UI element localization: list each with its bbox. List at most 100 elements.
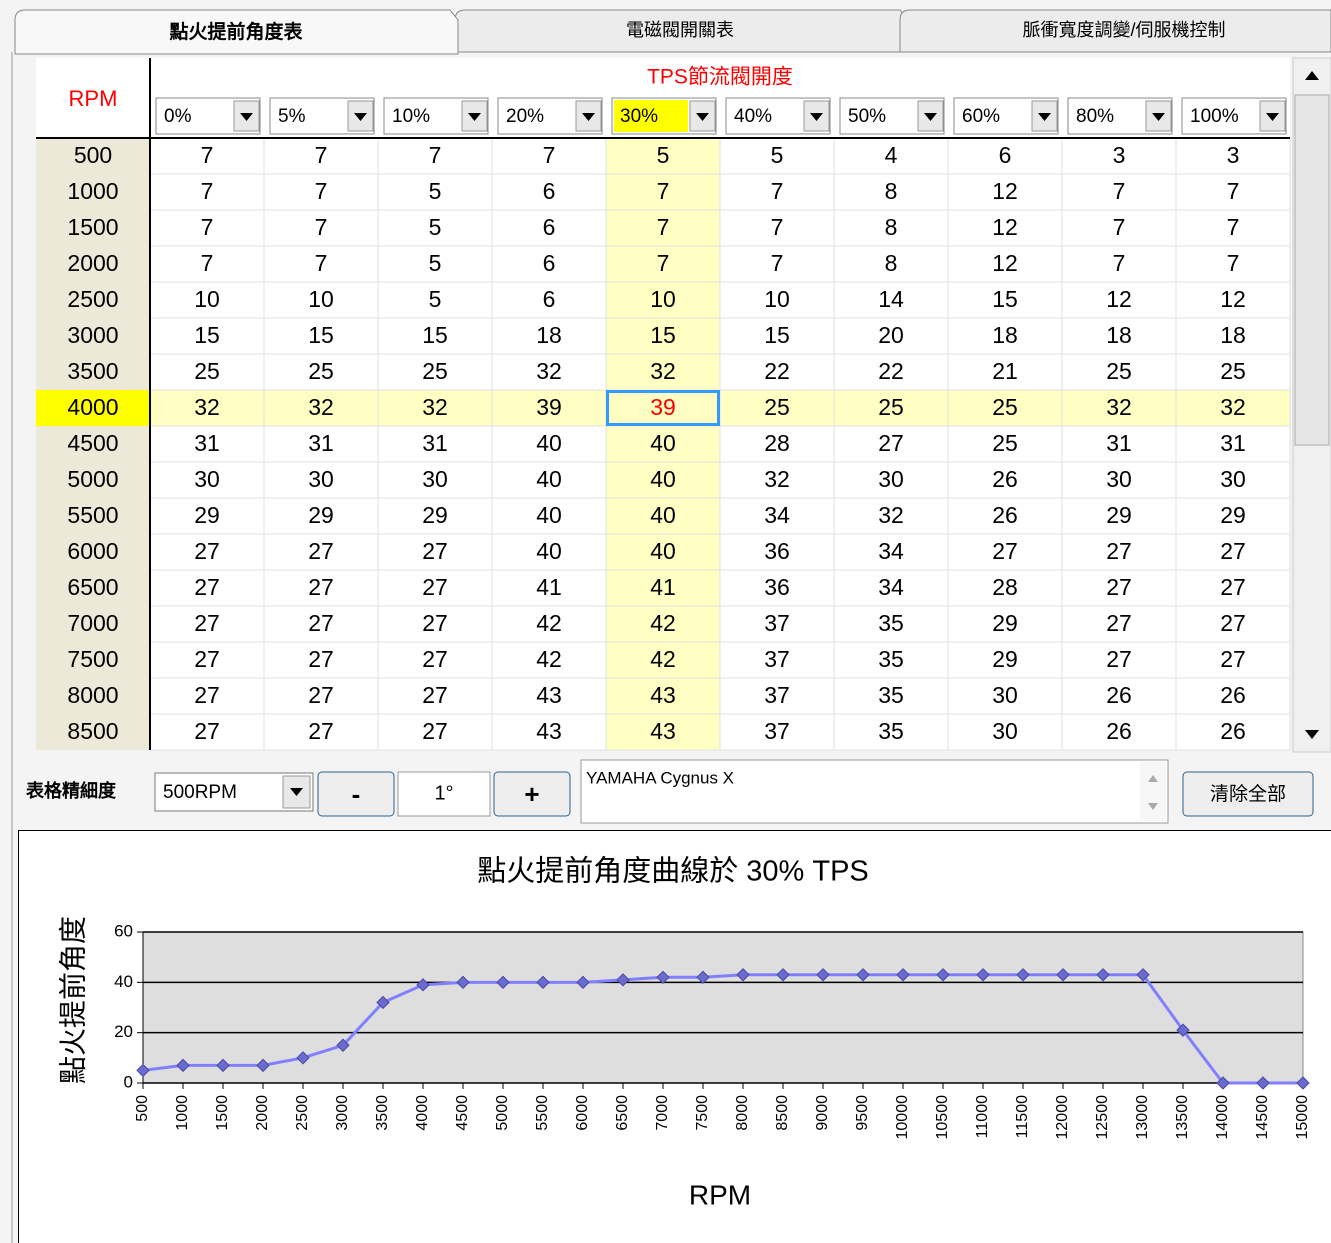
cell[interactable] <box>947 209 1063 247</box>
notes-field[interactable] <box>580 759 1169 824</box>
cell[interactable] <box>719 209 835 247</box>
cell[interactable] <box>1061 713 1177 751</box>
cell[interactable] <box>377 137 493 175</box>
cell[interactable] <box>377 173 493 211</box>
cell[interactable] <box>1175 677 1291 715</box>
cell[interactable] <box>833 533 949 571</box>
step-field[interactable] <box>397 771 491 817</box>
cell[interactable] <box>491 173 607 211</box>
cell[interactable] <box>1061 569 1177 607</box>
cell[interactable] <box>947 605 1063 643</box>
tab[interactable] <box>899 9 1331 53</box>
cell[interactable] <box>605 713 721 751</box>
cell[interactable] <box>1061 245 1177 283</box>
cell[interactable] <box>719 605 835 643</box>
cell[interactable] <box>1061 317 1177 355</box>
cell[interactable] <box>263 173 379 211</box>
cell[interactable] <box>377 533 493 571</box>
cell[interactable] <box>719 353 835 391</box>
notes-scroll[interactable] <box>1140 762 1166 821</box>
cell[interactable] <box>491 641 607 679</box>
cell[interactable] <box>1175 533 1291 571</box>
cell[interactable] <box>947 353 1063 391</box>
cell[interactable] <box>1061 353 1177 391</box>
cell[interactable] <box>149 281 265 319</box>
cell[interactable] <box>1061 497 1177 535</box>
cell[interactable] <box>263 137 379 175</box>
cell[interactable] <box>1061 137 1177 175</box>
cell[interactable] <box>377 425 493 463</box>
cell[interactable] <box>263 641 379 679</box>
dropdown-button[interactable] <box>689 100 716 132</box>
cell[interactable] <box>1175 317 1291 355</box>
cell[interactable] <box>377 389 493 427</box>
cell[interactable] <box>833 281 949 319</box>
cell[interactable] <box>149 461 265 499</box>
cell[interactable] <box>719 245 835 283</box>
cell[interactable] <box>947 569 1063 607</box>
cell[interactable] <box>947 533 1063 571</box>
cell[interactable] <box>263 425 379 463</box>
cell[interactable] <box>1175 173 1291 211</box>
cell[interactable] <box>377 245 493 283</box>
cell[interactable] <box>263 713 379 751</box>
cell[interactable] <box>377 209 493 247</box>
cell[interactable] <box>605 317 721 355</box>
cell[interactable] <box>1175 713 1291 751</box>
cell[interactable] <box>1175 245 1291 283</box>
cell[interactable] <box>947 389 1063 427</box>
cell[interactable] <box>719 569 835 607</box>
cell[interactable] <box>263 569 379 607</box>
cell[interactable] <box>833 425 949 463</box>
tab-active[interactable] <box>14 9 459 55</box>
cell[interactable] <box>491 425 607 463</box>
cell[interactable] <box>263 317 379 355</box>
cell[interactable] <box>947 137 1063 175</box>
cell[interactable] <box>1175 641 1291 679</box>
cell[interactable] <box>263 389 379 427</box>
cell[interactable] <box>605 605 721 643</box>
scroll-thumb[interactable] <box>1294 94 1330 446</box>
scroll-down[interactable] <box>1148 803 1158 810</box>
cell[interactable] <box>149 389 265 427</box>
cell[interactable] <box>719 461 835 499</box>
cell[interactable] <box>1175 209 1291 247</box>
cell[interactable] <box>377 605 493 643</box>
cell[interactable] <box>491 209 607 247</box>
cell[interactable] <box>491 533 607 571</box>
cell[interactable] <box>377 461 493 499</box>
cell[interactable] <box>149 497 265 535</box>
cell[interactable] <box>1061 425 1177 463</box>
cell[interactable] <box>377 713 493 751</box>
cell[interactable] <box>719 533 835 571</box>
cell[interactable] <box>833 605 949 643</box>
cell[interactable] <box>491 569 607 607</box>
cell[interactable] <box>149 641 265 679</box>
cell[interactable] <box>149 137 265 175</box>
cell[interactable] <box>833 461 949 499</box>
cell[interactable] <box>1175 461 1291 499</box>
cell[interactable] <box>947 497 1063 535</box>
cell[interactable] <box>1175 281 1291 319</box>
cell[interactable] <box>947 173 1063 211</box>
cell[interactable] <box>377 281 493 319</box>
cell[interactable] <box>1061 281 1177 319</box>
cell[interactable] <box>833 173 949 211</box>
cell[interactable] <box>605 569 721 607</box>
cell[interactable] <box>377 677 493 715</box>
cell[interactable] <box>1061 677 1177 715</box>
plus-button[interactable] <box>493 771 571 817</box>
clear-button[interactable] <box>1182 771 1314 817</box>
cell[interactable] <box>263 353 379 391</box>
cell[interactable] <box>377 569 493 607</box>
cell[interactable] <box>605 641 721 679</box>
cell[interactable] <box>947 245 1063 283</box>
cell[interactable] <box>605 353 721 391</box>
cell[interactable] <box>263 605 379 643</box>
cell[interactable] <box>263 533 379 571</box>
cell[interactable] <box>377 317 493 355</box>
cell[interactable] <box>149 569 265 607</box>
cell[interactable] <box>947 461 1063 499</box>
cell[interactable] <box>149 425 265 463</box>
cell[interactable] <box>1061 461 1177 499</box>
